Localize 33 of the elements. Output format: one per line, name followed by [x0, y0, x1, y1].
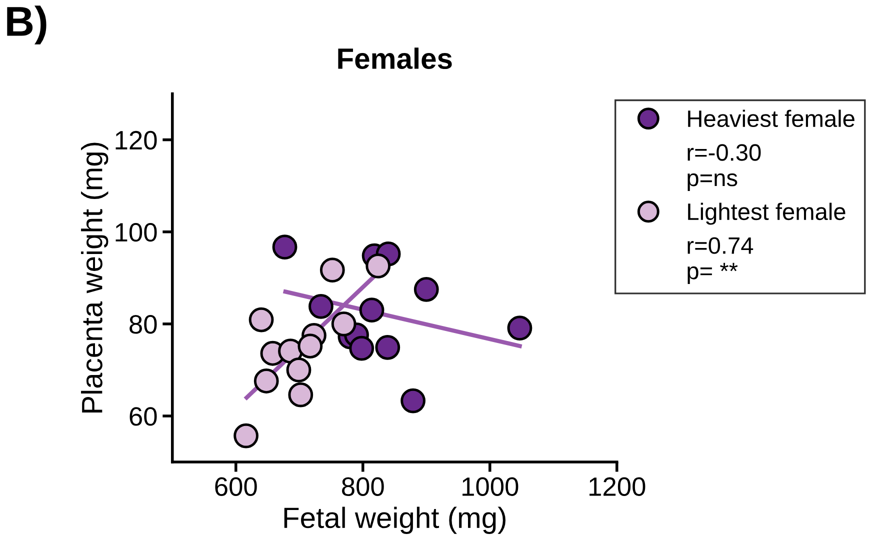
point: [298, 334, 323, 358]
text: r=0.74 p= **: [688, 237, 754, 284]
point: [359, 298, 384, 323]
point: [366, 253, 391, 278]
point: [254, 368, 279, 394]
y-axis-title: Placenta weight (mg): [81, 142, 108, 412]
y-tick-label: 60: [130, 407, 157, 426]
point: [507, 316, 532, 341]
point: [286, 358, 312, 382]
y-tick-label: 100: [116, 222, 157, 242]
point: [400, 388, 426, 414]
x-tick-label: 800: [342, 477, 384, 496]
point: [288, 382, 314, 408]
point: [414, 276, 439, 302]
point: [234, 423, 258, 448]
x-axis-title: Fetal weight (mg): [284, 506, 506, 534]
x-tick-label: 1000: [462, 477, 518, 496]
x-tick-label: 600: [215, 477, 257, 496]
text: B): [7, 6, 46, 44]
y-tick-label: 120: [116, 130, 157, 150]
legend-label: Heaviest female: [688, 110, 854, 128]
point: [248, 307, 274, 332]
x-tick-label: 1200: [590, 477, 646, 496]
point: [331, 311, 356, 336]
point: [349, 336, 374, 361]
point: [272, 234, 298, 260]
point: [308, 294, 334, 319]
legend-label: Lightest female: [688, 202, 846, 225]
y-tick-label: 80: [130, 315, 157, 334]
text: r=-0.30 p=ns: [688, 144, 761, 191]
point: [320, 258, 345, 283]
chart-title: Females: [338, 48, 452, 70]
point: [375, 334, 400, 360]
